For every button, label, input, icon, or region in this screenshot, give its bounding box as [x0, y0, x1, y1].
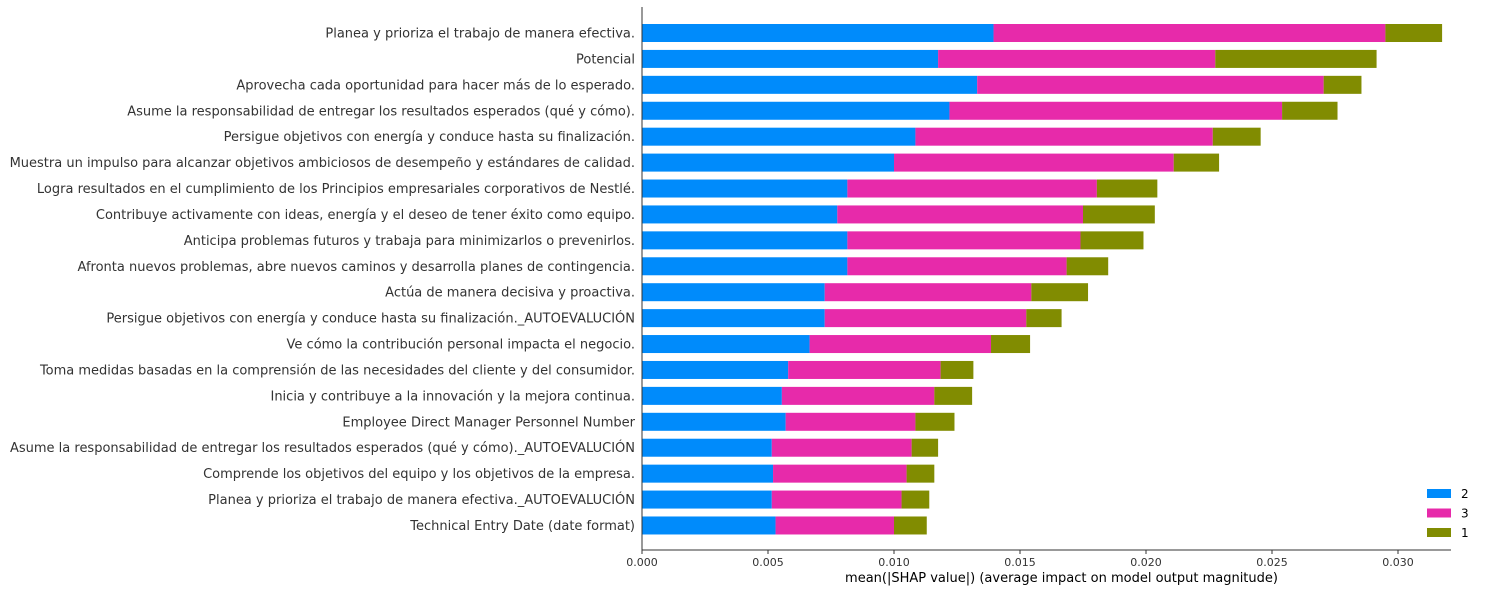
bar-series-2 [642, 438, 772, 457]
bar-series-1 [1385, 24, 1443, 42]
bar-series-3 [773, 464, 907, 483]
bar-series-1 [1323, 75, 1362, 94]
bar-series-1 [1173, 153, 1220, 172]
bar-series-1 [934, 386, 973, 405]
x-tick-label: 0.010 [878, 556, 910, 569]
bar-series-1 [911, 438, 939, 457]
bar-series-2 [642, 516, 776, 535]
bar-series-3 [847, 231, 1081, 250]
bar-series-3 [977, 75, 1324, 94]
bar-series-1 [991, 335, 1031, 354]
category-labels: Planea y prioriza el trabajo de manera e… [10, 27, 636, 534]
bar-series-1 [1083, 205, 1155, 224]
x-tick-label: 0.030 [1382, 556, 1414, 569]
bar-series-2 [642, 464, 774, 483]
bar-series-2 [642, 153, 894, 172]
bar-series-2 [642, 75, 978, 94]
bar-series-1 [915, 412, 955, 431]
bars-layer [642, 24, 1443, 535]
bar-series-1 [1096, 179, 1158, 198]
x-tick-label: 0.025 [1256, 556, 1288, 569]
bar-series-3 [785, 412, 916, 431]
category-label: Planea y prioriza el trabajo de manera e… [208, 492, 635, 508]
bar-series-2 [642, 101, 950, 120]
bar-series-1 [940, 360, 974, 379]
x-tick-label: 0.020 [1130, 556, 1162, 569]
bar-series-2 [642, 49, 939, 68]
bar-series-1 [1212, 127, 1261, 146]
category-label: Persigue objetivos con energía y conduce… [224, 130, 635, 145]
bar-series-3 [824, 283, 1032, 302]
legend-swatch-3 [1427, 508, 1451, 518]
category-label: Technical Entry Date (date format) [409, 519, 635, 534]
category-label: Toma medidas basadas en la comprensión d… [39, 363, 635, 378]
category-label: Asume la responsabilidad de entregar los… [10, 440, 635, 456]
x-tick-label: 0.015 [1004, 556, 1036, 569]
bar-series-3 [824, 309, 1027, 328]
bar-series-1 [1215, 49, 1377, 68]
category-label: Actúa de manera decisiva y proactiva. [385, 286, 635, 301]
bar-series-2 [642, 309, 825, 328]
bar-series-1 [906, 464, 935, 483]
bar-series-3 [781, 386, 935, 405]
category-label: Anticipa problemas futuros y trabaja par… [184, 234, 635, 249]
category-label: Comprende los objetivos del equipo y los… [203, 467, 635, 482]
legend-label: 2 [1461, 487, 1469, 501]
bar-series-1 [1026, 309, 1062, 328]
category-label: Employee Direct Manager Personnel Number [342, 415, 635, 430]
bar-series-2 [642, 335, 810, 354]
bar-series-3 [847, 257, 1067, 276]
bar-series-2 [642, 179, 848, 198]
category-label: Ve cómo la contribución personal impacta… [287, 338, 635, 353]
bar-series-1 [1282, 101, 1338, 120]
legend-swatch-2 [1427, 489, 1451, 498]
bar-series-2 [642, 127, 916, 146]
category-label: Inicia y contribuye a la innovación y la… [270, 389, 635, 404]
x-ticks: 0.000 0.005 0.010 0.015 0.020 0.025 0.030 [626, 550, 1414, 569]
bar-series-3 [993, 24, 1386, 42]
category-label: Afronta nuevos problemas, abre nuevos ca… [78, 260, 635, 275]
bar-series-2 [642, 360, 789, 379]
category-label: Planea y prioriza el trabajo de manera e… [325, 27, 635, 42]
bar-series-2 [642, 283, 825, 302]
bar-series-3 [809, 335, 992, 354]
x-axis-title: mean(|SHAP value|) (average impact on mo… [845, 571, 1278, 586]
bar-series-3 [915, 127, 1213, 146]
bar-series-1 [1066, 257, 1109, 276]
bar-series-2 [642, 24, 994, 42]
legend-label: 1 [1461, 526, 1469, 540]
bar-series-3 [837, 205, 1083, 224]
bar-series-1 [894, 516, 927, 535]
category-label: Contribuye activamente con ideas, energí… [96, 208, 635, 223]
category-label: Logra resultados en el cumplimiento de l… [37, 182, 635, 197]
bar-series-1 [1031, 283, 1089, 302]
category-label: Muestra un impulso para alcanzar objetiv… [10, 156, 635, 171]
bar-series-3 [771, 490, 902, 509]
bar-series-2 [642, 257, 848, 276]
bar-series-3 [788, 360, 941, 379]
bar-series-1 [1080, 231, 1144, 250]
bar-series-2 [642, 490, 772, 509]
bar-series-3 [949, 101, 1283, 120]
legend-swatch-1 [1427, 528, 1451, 537]
x-tick-label: 0.005 [752, 556, 784, 569]
category-label: Aprovecha cada oportunidad para hacer má… [236, 78, 635, 93]
legend: 2 3 1 [1427, 487, 1469, 540]
bar-series-1 [901, 490, 930, 509]
category-label: Persigue objetivos con energía y conduce… [106, 311, 635, 327]
bar-series-3 [847, 179, 1097, 198]
bar-series-2 [642, 386, 782, 405]
bar-series-2 [642, 231, 848, 250]
x-tick-label: 0.000 [626, 556, 658, 569]
category-label: Asume la responsabilidad de entregar los… [127, 104, 635, 119]
bar-series-3 [775, 516, 894, 535]
bar-series-2 [642, 412, 786, 431]
bar-series-3 [894, 153, 1174, 172]
bar-series-2 [642, 205, 838, 224]
category-label: Potencial [576, 52, 635, 67]
bar-series-3 [938, 49, 1216, 68]
bar-series-3 [771, 438, 912, 457]
legend-label: 3 [1461, 507, 1469, 521]
